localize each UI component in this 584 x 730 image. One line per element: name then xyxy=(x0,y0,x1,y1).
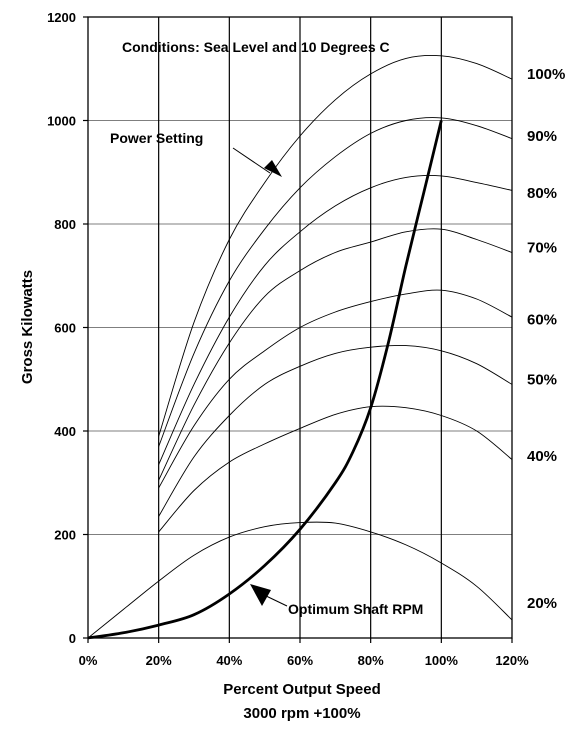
series-90pct xyxy=(158,117,513,447)
power-setting-label-60pct: 60% xyxy=(527,312,557,329)
power-setting-labels: 100% 90% 80% 70% 60% 50% 40% 20% xyxy=(527,66,565,612)
power-setting-label-80pct: 80% xyxy=(527,185,557,202)
y-axis-label: Gross Kilowatts xyxy=(19,270,36,384)
x-tick-label: 60% xyxy=(287,653,313,668)
x-axis-label: Percent Output Speed xyxy=(223,681,381,698)
y-tick-label: 800 xyxy=(54,217,76,232)
power-setting-arrow-line xyxy=(232,147,271,174)
power-curves xyxy=(87,54,513,640)
series-20pct xyxy=(87,521,513,639)
series-70pct xyxy=(158,228,513,481)
power-setting-label-100pct: 100% xyxy=(527,66,565,83)
x-tick-label: 20% xyxy=(146,653,172,668)
conditions-annotation: Conditions: Sea Level and 10 Degrees C xyxy=(122,39,390,55)
axes xyxy=(83,16,513,643)
power-setting-label-90pct: 90% xyxy=(527,128,557,145)
optimum-rpm-annotation: Optimum Shaft RPM xyxy=(288,601,423,617)
y-tick-label: 1000 xyxy=(47,114,76,129)
power-setting-label-50pct: 50% xyxy=(527,371,557,388)
x-tick-label: 120% xyxy=(495,653,529,668)
power-setting-arrow xyxy=(232,147,282,177)
y-tick-label: 1200 xyxy=(47,10,76,25)
power-setting-label-20pct: 20% xyxy=(527,595,557,612)
tick-labels: 0 200 400 600 800 1000 1200 0% 20% 40% 60% 80% 100% 1… xyxy=(47,10,529,668)
series-100pct xyxy=(158,54,513,437)
power-setting-label-70pct: 70% xyxy=(527,239,557,256)
series-40pct xyxy=(158,405,513,533)
series-50pct xyxy=(158,344,513,517)
series-80pct xyxy=(158,175,513,465)
power-setting-annotation: Power Setting xyxy=(110,130,203,146)
x-tick-label: 80% xyxy=(358,653,384,668)
x-tick-label: 40% xyxy=(216,653,242,668)
series-optimum-shaft-rpm xyxy=(87,120,443,640)
x-axis-sublabel: 3000 rpm +100% xyxy=(243,705,360,722)
power-setting-label-40pct: 40% xyxy=(527,448,557,465)
series-60pct xyxy=(158,289,513,489)
y-tick-label: 400 xyxy=(54,424,76,439)
y-tick-label: 0 xyxy=(69,631,76,646)
optimum-rpm-arrow xyxy=(250,584,288,607)
power-setting-arrow-head xyxy=(264,160,282,177)
y-tick-label: 600 xyxy=(54,321,76,336)
y-tick-label: 200 xyxy=(54,528,76,543)
optimum-rpm-arrow-head xyxy=(250,584,271,606)
x-tick-label: 0% xyxy=(79,653,98,668)
x-tick-label: 100% xyxy=(425,653,459,668)
